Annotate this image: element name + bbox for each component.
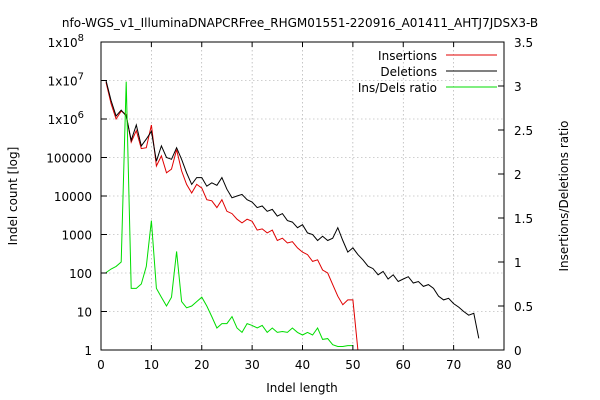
y-tick-label: 1 xyxy=(84,344,92,358)
y2-tick-label: 2 xyxy=(514,168,522,182)
chart-title: nfo-WGS_v1_IlluminaDNAPCRFree_RHGM01551-… xyxy=(62,16,538,30)
y2-tick-label: 0.5 xyxy=(514,300,533,314)
x-tick-label: 10 xyxy=(144,358,159,372)
y-tick-label: 100 xyxy=(69,267,92,281)
x-tick-label: 30 xyxy=(244,358,259,372)
y2-tick-label: 1 xyxy=(514,256,522,270)
legend-label-ins-dels-ratio: Ins/Dels ratio xyxy=(358,81,437,95)
x-tick-label: 70 xyxy=(446,358,461,372)
y2-tick-label: 0 xyxy=(514,344,522,358)
series-insertions-line xyxy=(105,82,359,351)
y-tick-label: 10 xyxy=(77,306,92,320)
y-tick-label: 1x107 xyxy=(48,72,84,89)
y2-tick-label: 2.5 xyxy=(514,124,533,138)
x-tick-label: 20 xyxy=(194,358,209,372)
x-axis-label: Indel length xyxy=(266,381,338,395)
x-tick-label: 80 xyxy=(496,358,511,372)
y2-tick-label: 1.5 xyxy=(514,212,533,226)
y-tick-label: 1x106 xyxy=(48,110,84,127)
x-tick-label: 60 xyxy=(396,358,411,372)
y2-tick-label: 3 xyxy=(514,80,522,94)
grid xyxy=(101,42,504,350)
y-tick-label: 1000 xyxy=(61,229,92,243)
y2-axis-label: Insertions/Deletions ratio xyxy=(557,120,571,271)
series-deletions-line xyxy=(105,80,480,339)
legend-label-deletions: Deletions xyxy=(380,65,437,79)
y-tick-label: 1x108 xyxy=(48,33,84,50)
x-tick-label: 50 xyxy=(345,358,360,372)
x-tick-label: 40 xyxy=(295,358,310,372)
legend: Insertions Deletions Ins/Dels ratio xyxy=(358,49,497,95)
series-ins-dels-ratio-line xyxy=(105,81,353,347)
legend-label-insertions: Insertions xyxy=(378,49,437,63)
axis-ticks: 0 10 20 30 40 50 60 70 801101001000100001000001x… xyxy=(46,33,533,372)
series-lines xyxy=(105,80,480,351)
y-tick-label: 10000 xyxy=(54,190,92,204)
y-tick-label: 100000 xyxy=(46,152,92,166)
x-tick-label: 0 xyxy=(97,358,105,372)
y2-tick-label: 3.5 xyxy=(514,36,533,50)
y-axis-label: Indel count [log] xyxy=(6,147,20,246)
